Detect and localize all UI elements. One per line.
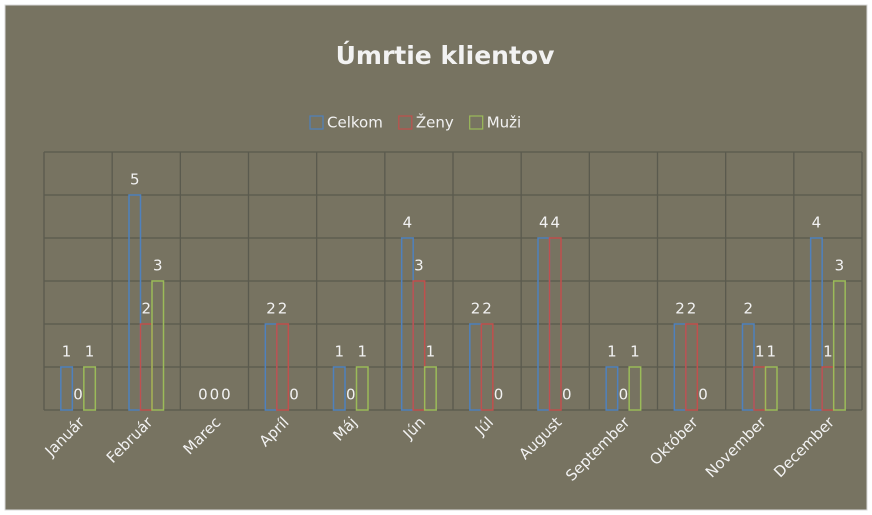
data-label: 1 — [755, 343, 765, 361]
legend-swatch — [398, 115, 413, 130]
data-label: 1 — [766, 343, 776, 361]
data-label: 2 — [141, 300, 151, 318]
data-label: 4 — [550, 214, 560, 232]
legend-label: Ženy — [416, 113, 454, 132]
data-label: 1 — [607, 343, 617, 361]
data-label: 0 — [221, 386, 231, 404]
data-label: 1 — [630, 343, 640, 361]
bar — [151, 280, 165, 411]
data-label: 2 — [675, 300, 685, 318]
chart-background — [4, 4, 868, 511]
data-label: 1 — [85, 343, 95, 361]
data-label: 2 — [471, 300, 481, 318]
bar — [605, 366, 619, 411]
data-label: 4 — [403, 214, 413, 232]
data-label: 0 — [289, 386, 299, 404]
legend-label: Muži — [487, 114, 522, 132]
bar — [764, 366, 778, 411]
bar — [480, 323, 494, 411]
bar — [809, 237, 823, 411]
data-label: 0 — [698, 386, 708, 404]
data-label: 1 — [62, 343, 72, 361]
bar — [332, 366, 346, 411]
chart-title: Úmrtie klientov — [336, 40, 555, 70]
data-label: 0 — [619, 386, 629, 404]
data-label: 2 — [743, 300, 753, 318]
data-label: 2 — [266, 300, 276, 318]
data-label: 2 — [687, 300, 697, 318]
data-label: 0 — [494, 386, 504, 404]
bar — [128, 194, 142, 411]
data-label: 3 — [153, 257, 163, 275]
legend-swatch — [309, 115, 324, 130]
data-label: 0 — [562, 386, 572, 404]
bar — [628, 366, 642, 411]
bar — [423, 366, 437, 411]
data-label: 5 — [130, 171, 140, 189]
data-label: 1 — [357, 343, 367, 361]
data-label: 0 — [73, 386, 83, 404]
data-label: 1 — [334, 343, 344, 361]
data-label: 3 — [414, 257, 424, 275]
bar — [83, 366, 97, 411]
legend-label: Celkom — [327, 114, 383, 132]
legend-swatch — [469, 115, 484, 130]
bar — [355, 366, 369, 411]
bar — [685, 323, 699, 411]
data-label: 2 — [278, 300, 288, 318]
data-label: 0 — [198, 386, 208, 404]
data-label: 3 — [835, 257, 845, 275]
bar — [276, 323, 290, 411]
data-label: 4 — [812, 214, 822, 232]
bar — [60, 366, 74, 411]
data-label: 4 — [539, 214, 549, 232]
bar — [548, 237, 562, 411]
bar — [832, 280, 846, 411]
data-label: 0 — [210, 386, 220, 404]
data-label: 1 — [823, 343, 833, 361]
bar — [412, 280, 426, 411]
data-label: 0 — [346, 386, 356, 404]
data-label: 2 — [482, 300, 492, 318]
data-label: 1 — [426, 343, 436, 361]
